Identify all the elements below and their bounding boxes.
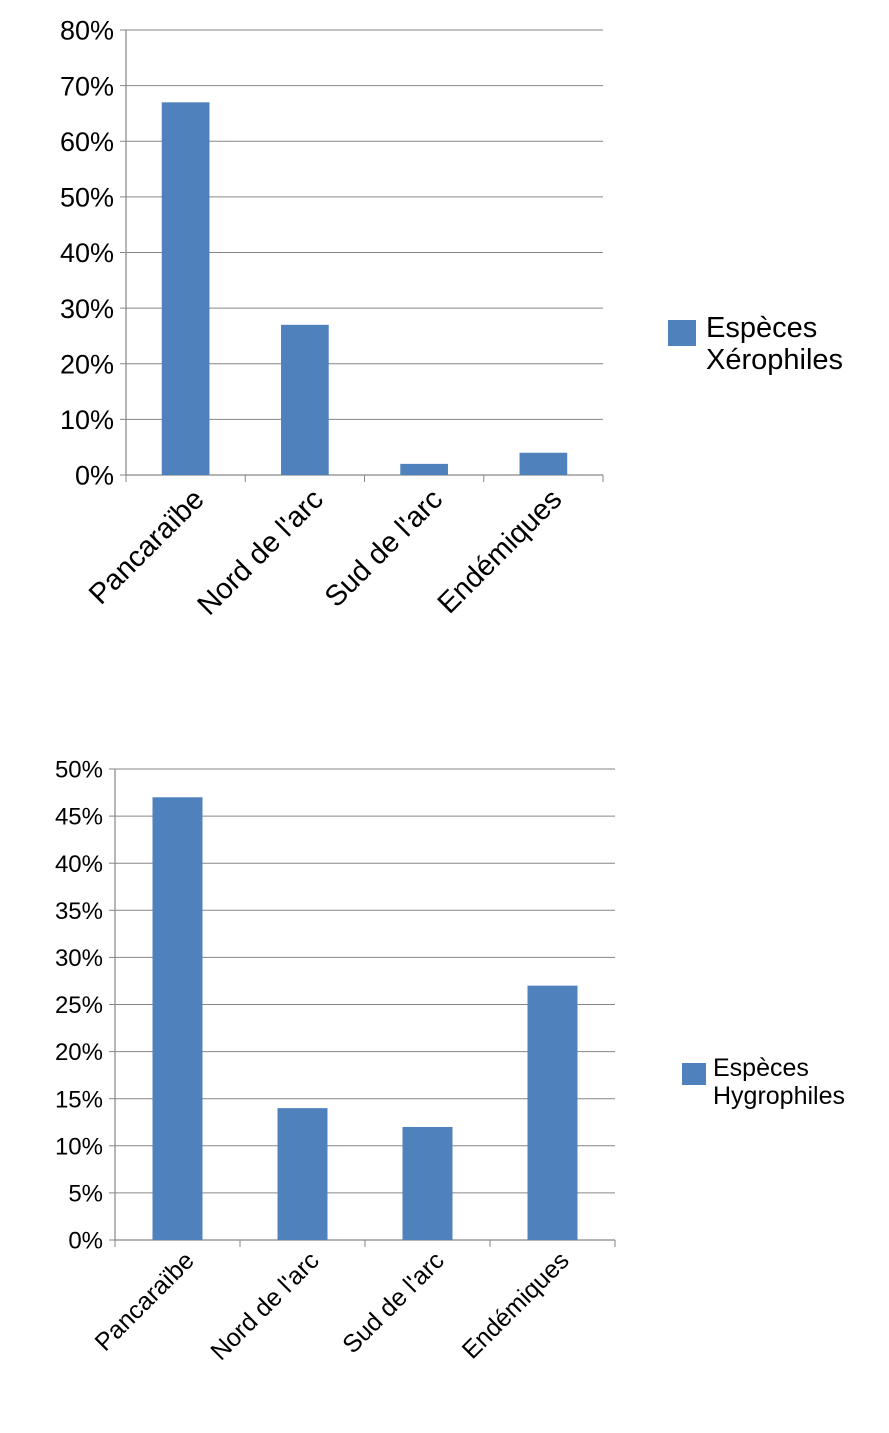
- y-tick-label: 60%: [60, 127, 114, 157]
- legend-swatch-xerophiles: [668, 320, 696, 346]
- y-tick-label: 10%: [60, 405, 114, 435]
- legend-line-2: Xérophiles: [706, 344, 844, 377]
- x-category-label: Sud de l'arc: [337, 1246, 450, 1359]
- y-tick-label: 80%: [60, 16, 114, 46]
- y-tick-label: 35%: [55, 898, 103, 925]
- x-category-label: Nord de l'arc: [205, 1246, 324, 1365]
- legend-line-1: Espèces: [706, 312, 818, 344]
- bar: [400, 463, 448, 475]
- bar: [281, 324, 329, 475]
- legend-label-hygrophiles: Espèces Hygrophiles: [713, 1054, 845, 1110]
- y-tick-label: 30%: [55, 945, 103, 972]
- xerophiles-chart: 0% 10% 20% 30% 40% 50% 60% 70% 80% Pancaraïbe Nord…: [0, 0, 889, 700]
- y-tick-label: 25%: [55, 992, 103, 1019]
- legend-swatch-hygrophiles: [682, 1063, 706, 1085]
- y-tick-label: 30%: [60, 294, 114, 324]
- bar: [152, 797, 203, 1240]
- x-category-label: Sud de l'arc: [319, 483, 449, 613]
- y-tick-label: 40%: [60, 238, 114, 268]
- y-tick-label: 0%: [68, 1228, 103, 1255]
- bar: [519, 452, 568, 475]
- x-category-label: Nord de l'arc: [192, 483, 330, 621]
- y-tick-label: 70%: [60, 71, 114, 101]
- y-tick-label: 10%: [55, 1133, 103, 1160]
- hygrophiles-chart-svg: 0% 5% 10% 15% 20% 25% 30% 35% 40% 45% 50% Pancaraïb…: [55, 757, 616, 1366]
- y-tick-label: 20%: [55, 1039, 103, 1066]
- y-tick-label: 45%: [55, 804, 103, 831]
- x-category-label: Endémiques: [432, 483, 569, 620]
- bar: [277, 1108, 328, 1240]
- y-tick-label: 40%: [55, 851, 103, 878]
- xerophiles-chart-svg: 0% 10% 20% 30% 40% 50% 60% 70% 80% PancaraïbeNord…: [60, 16, 604, 622]
- bar: [527, 985, 578, 1240]
- y-tick-label: 20%: [60, 349, 114, 379]
- hygrophiles-chart: 0% 5% 10% 15% 20% 25% 30% 35% 40% 45% 50% Pancaraïb…: [0, 740, 889, 1428]
- bar: [161, 102, 210, 475]
- y-tick-label: 5%: [68, 1181, 103, 1208]
- legend-line-1: Espèces: [713, 1054, 809, 1082]
- y-tick-label: 15%: [55, 1086, 103, 1113]
- y-tick-label: 50%: [55, 757, 103, 784]
- y-tick-label: 50%: [60, 183, 114, 213]
- legend-line-2: Hygrophiles: [713, 1082, 846, 1110]
- x-category-label: Endémiques: [457, 1246, 575, 1364]
- x-category-label: Pancaraïbe: [83, 483, 211, 611]
- bar: [402, 1126, 453, 1240]
- legend-label-xerophiles: Espèces Xérophiles: [706, 312, 843, 377]
- y-tick-label: 0%: [75, 461, 114, 491]
- x-category-label: Pancaraïbe: [90, 1246, 200, 1356]
